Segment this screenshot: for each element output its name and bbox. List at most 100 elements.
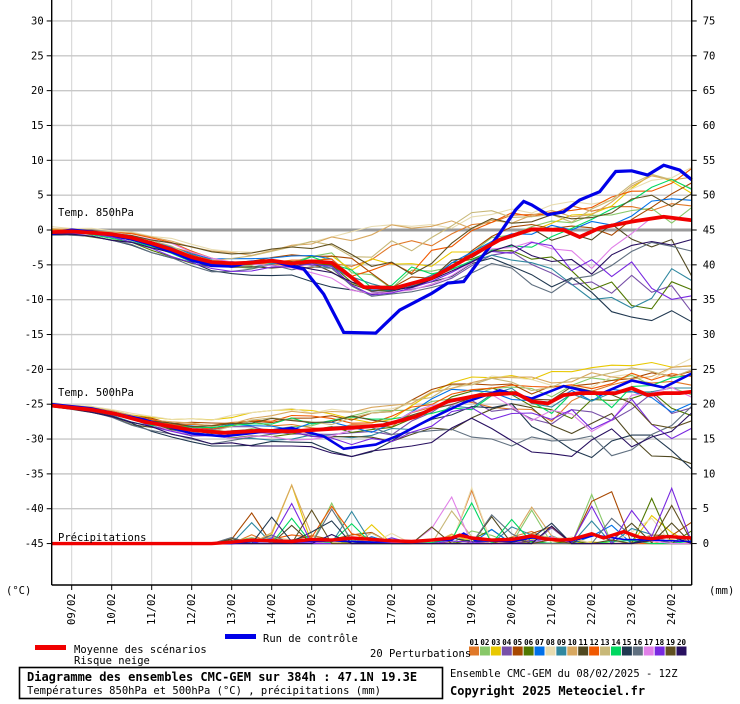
- left-tick-label--5: -5: [31, 259, 44, 271]
- right-axis-unit: (mm): [709, 585, 734, 597]
- left-tick-label-10: 10: [31, 155, 44, 167]
- member-08-temp850: [51, 166, 692, 253]
- left-tick-label-0: 0: [37, 225, 43, 237]
- perturbation-number-14: 14: [611, 638, 621, 647]
- perturbation-number-11: 11: [579, 638, 589, 647]
- left-axis-unit: (°C): [6, 585, 31, 597]
- left-tick-label--25: -25: [25, 399, 44, 411]
- left-tick-label--30: -30: [25, 434, 44, 446]
- band-label-850hpa: Temp. 850hPa: [58, 207, 134, 219]
- date-label-17-02: 17/02: [386, 593, 398, 625]
- member-02-temp850: [51, 207, 693, 289]
- perturbation-swatch-12: [589, 646, 600, 656]
- member-12-temp850: [51, 168, 693, 277]
- run-info: Ensemble CMC-GEM du 08/02/2025 - 12Z: [450, 668, 678, 680]
- perturbation-swatch-01: [469, 646, 479, 656]
- right-tick-label-30: 30: [703, 329, 716, 341]
- perturbation-number-12: 12: [590, 638, 599, 647]
- snow-risk-label: Risque neige: [74, 655, 150, 667]
- left-tick-label-25: 25: [31, 50, 44, 62]
- date-label-18-02: 18/02: [426, 593, 438, 625]
- member-15-temp850: [51, 234, 692, 323]
- right-tick-label-20: 20: [703, 399, 716, 411]
- perturbation-swatch-03: [490, 646, 501, 656]
- perturbation-number-13: 13: [601, 638, 611, 647]
- right-tick-label-5: 5: [703, 503, 709, 515]
- left-tick-label--35: -35: [25, 468, 44, 480]
- left-tick-label--40: -40: [25, 503, 44, 515]
- perturbation-swatch-16: [632, 646, 643, 656]
- perturbation-legend: 01 02 03 04 05 06 07 08 09 10 11 12 13 14 15 16 17 18 19 20: [469, 638, 687, 656]
- diagram-title: Diagramme des ensembles CMC-GEM sur 384h…: [27, 670, 417, 684]
- date-label-23-02: 23/02: [626, 593, 638, 625]
- left-tick-label-5: 5: [37, 190, 43, 202]
- band-label-precip: Précipitations: [58, 532, 147, 544]
- perturbation-number-18: 18: [655, 638, 665, 647]
- perturbation-swatch-13: [600, 646, 611, 656]
- title-box: [18, 666, 444, 700]
- perturbation-swatch-06: [523, 646, 534, 656]
- right-tick-label-25: 25: [703, 364, 716, 376]
- member-19-temp500: [51, 386, 692, 429]
- axis-layer: 09/02 10/02 11/02 12/02 13/02 14/02 15/02 16/02…: [25, 0, 716, 625]
- right-tick-label-45: 45: [703, 225, 716, 237]
- member-19-temp850: [51, 193, 692, 276]
- left-tick-label--15: -15: [25, 329, 44, 341]
- perturbation-number-20: 20: [677, 638, 687, 647]
- mean-swatch: [35, 645, 66, 650]
- left-tick-label--20: -20: [25, 364, 44, 376]
- member-15-temp500: [51, 402, 693, 470]
- date-label-21-02: 21/02: [546, 593, 558, 625]
- date-label-14-02: 14/02: [266, 593, 278, 625]
- member-18-temp500: [51, 398, 692, 446]
- date-label-12-02: 12/02: [186, 593, 198, 625]
- right-tick-label-35: 35: [703, 294, 716, 306]
- control-run-swatch: [225, 634, 256, 639]
- right-tick-label-75: 75: [703, 15, 716, 27]
- perturbation-swatch-17: [643, 646, 654, 656]
- left-tick-label-20: 20: [31, 85, 44, 97]
- perturbation-number-04: 04: [502, 638, 512, 647]
- date-label-15-02: 15/02: [306, 593, 318, 625]
- perturbation-swatch-07: [534, 646, 545, 656]
- right-tick-label-40: 40: [703, 259, 716, 271]
- mean-temp500: [51, 386, 692, 435]
- perturbation-number-02: 02: [480, 638, 489, 647]
- right-tick-label-50: 50: [703, 190, 716, 202]
- date-label-13-02: 13/02: [226, 593, 238, 625]
- member-10-temp500: [51, 365, 692, 427]
- date-label-24-02: 24/02: [666, 593, 678, 625]
- band-label-500hpa: Temp. 500hPa: [58, 387, 134, 399]
- perturbation-swatch-15: [621, 646, 632, 656]
- perturbation-number-03: 03: [491, 638, 501, 647]
- perturbation-number-08: 08: [546, 638, 556, 647]
- date-label-22-02: 22/02: [586, 593, 598, 625]
- perturbation-swatch-10: [567, 646, 578, 656]
- diagram-subtitle: Températures 850hPa et 500hPa (°C) , pré…: [27, 685, 381, 697]
- left-tick-label-30: 30: [31, 15, 44, 27]
- date-label-09-02: 09/02: [66, 593, 78, 625]
- date-label-10-02: 10/02: [106, 593, 118, 625]
- perturbation-number-07: 07: [535, 638, 544, 647]
- control-run-label: Run de contrôle: [263, 633, 358, 645]
- mean-label: Moyenne des scénarios: [74, 644, 207, 656]
- perturbation-swatch-08: [545, 646, 556, 656]
- member-13-temp850: [51, 173, 692, 262]
- right-tick-label-65: 65: [703, 85, 716, 97]
- perturbations-label: 20 Perturbations: [370, 648, 471, 660]
- member-20-temp500: [51, 406, 693, 458]
- left-tick-label--45: -45: [25, 538, 44, 550]
- perturbation-number-10: 10: [568, 638, 578, 647]
- member-16-temp850: [51, 233, 692, 297]
- left-tick-label--10: -10: [25, 294, 44, 306]
- date-label-19-02: 19/02: [466, 593, 478, 625]
- date-label-11-02: 11/02: [146, 593, 158, 625]
- perturbation-number-15: 15: [622, 638, 631, 647]
- right-tick-label-60: 60: [703, 120, 716, 132]
- date-label-20-02: 20/02: [506, 593, 518, 625]
- member-10-temp850: [51, 175, 692, 256]
- perturbation-swatch-05: [512, 646, 523, 656]
- perturbation-number-06: 06: [524, 638, 534, 647]
